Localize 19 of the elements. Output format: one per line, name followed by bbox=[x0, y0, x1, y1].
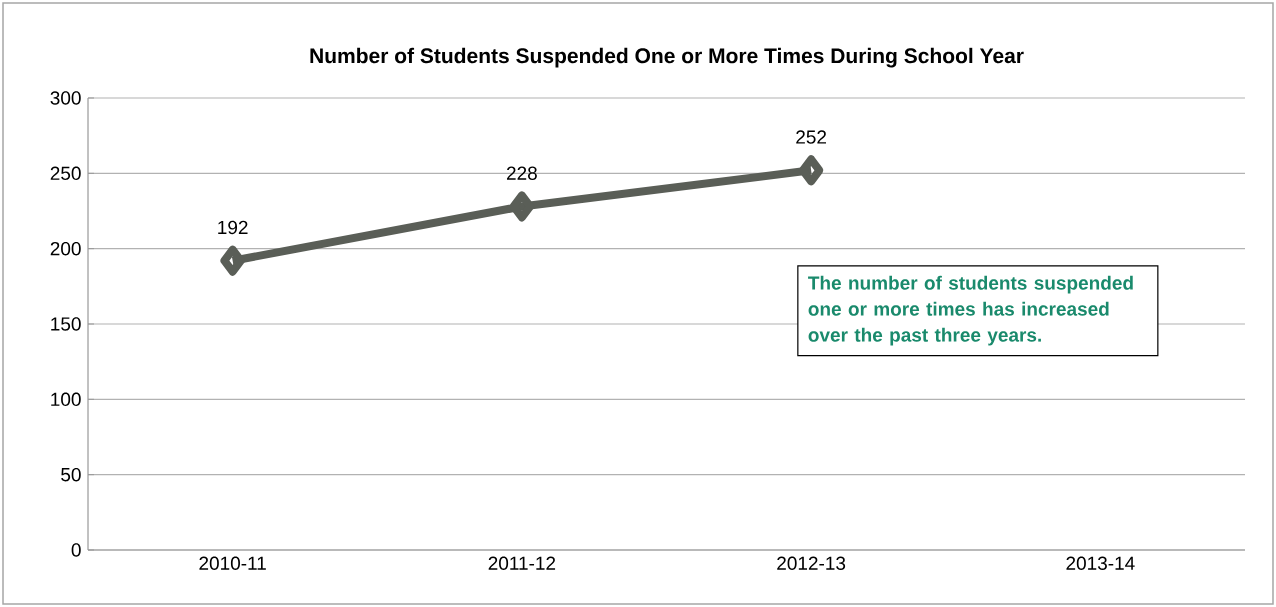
data-label: 252 bbox=[796, 130, 827, 144]
annotation: The number of students suspended one or more times has increased over the past three years. bbox=[808, 275, 1133, 346]
y-tick-label: 0 bbox=[71, 543, 81, 557]
y-tick-label: 300 bbox=[50, 91, 81, 105]
y-tick-label: 100 bbox=[51, 392, 81, 407]
x-tick-label: 2013-14 bbox=[1066, 556, 1135, 570]
y-tick-label: 150 bbox=[51, 317, 81, 331]
point bbox=[509, 191, 535, 222]
point bbox=[220, 245, 245, 276]
x-tick-label: 2012-13 bbox=[777, 556, 846, 570]
y-tick-label: 250 bbox=[50, 166, 81, 181]
chart-title: Number of Students Suspended One or More Times During School Year bbox=[310, 47, 1024, 68]
data-label: 192 bbox=[218, 220, 248, 235]
x-tick-label: 2010-11 bbox=[199, 556, 266, 570]
data-label: 228 bbox=[506, 166, 537, 180]
point bbox=[798, 155, 824, 186]
y-tick-label: 200 bbox=[50, 241, 81, 256]
x-tick-label: 2011-12 bbox=[488, 556, 556, 570]
y-tick-label: 50 bbox=[61, 467, 81, 482]
